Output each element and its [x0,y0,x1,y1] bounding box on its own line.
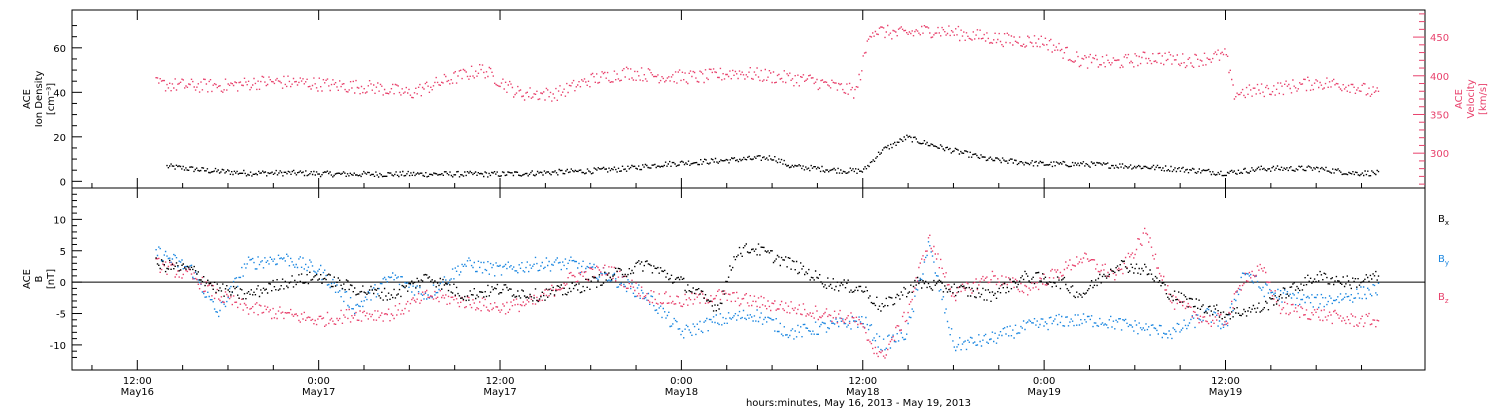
velocity-series [155,24,1380,102]
velocity-axis-label-line: [km/s] [1478,83,1489,115]
b-field-axis-label: ACE B [nT] [22,269,57,289]
x-tick-date: May19 [1209,387,1242,398]
x-tick-date: May17 [483,387,516,398]
by-series-dots [155,241,1380,352]
b-field-axis-label-line: B [34,275,45,282]
density-tick-label: 40 [53,88,66,99]
bx-series-dots [155,243,1380,320]
ion-density-series-dots [166,134,1380,178]
bottom-panel-frame [71,187,1426,371]
b-field-tick-label: 0 [60,278,66,289]
x-tick-time: 0:00 [670,376,692,387]
legend-by: By [1438,254,1449,267]
velocity-axis-label-line: Velocity [1466,79,1477,118]
x-tick-date: May18 [846,387,879,398]
top-panel-frame [71,9,1426,189]
b-field-axis-label-line: [nT] [46,269,57,289]
x-tick-time: 12:00 [486,376,515,387]
x-axis-title: hours:minutes, May 16, 2013 - May 19, 20… [746,398,971,409]
bz-series [155,227,1380,359]
legend-bz: Bz [1438,292,1449,305]
x-tick-time: 0:00 [1033,376,1055,387]
density-axis-label-line: ACE [22,89,33,109]
velocity-series-dots [155,24,1380,102]
density-tick-label: 0 [60,177,66,188]
velocity-tick-label: 350 [1430,110,1449,121]
bz-series-trace [155,232,1377,358]
b-field-axis-label-line: ACE [22,269,33,289]
x-tick-time: 12:00 [1211,376,1240,387]
velocity-tick-label: 400 [1430,72,1449,83]
ion-density-series-trace [166,137,1378,174]
b-field-tick-label: -5 [56,310,66,321]
density-tick-label: 20 [53,133,66,144]
velocity-tick-label: 300 [1430,149,1449,160]
legend-bx: Bx [1438,214,1449,227]
bz-series-dots [155,227,1380,359]
density-axis-label: ACE Ion Density [cm⁻³] [22,71,57,128]
by-series [155,241,1380,352]
x-tick-date: May19 [1027,387,1060,398]
velocity-axis-label: ACE Velocity [km/s] [1454,79,1489,118]
x-tick-time: 12:00 [123,376,152,387]
velocity-series-trace [155,29,1377,94]
by-series-trace [155,245,1377,345]
x-tick-time: 12:00 [848,376,877,387]
ion-density-series [166,134,1380,178]
b-field-tick-label: 5 [60,247,66,258]
x-tick-date: May18 [665,387,698,398]
velocity-axis-label-line: ACE [1454,89,1465,109]
x-tick-time: 0:00 [307,376,329,387]
b-field-tick-label: -10 [50,341,66,352]
density-axis-label-line: Ion Density [34,71,45,128]
x-tick-date: May16 [121,387,154,398]
b-field-tick-label: 10 [53,215,66,226]
x-tick-date: May17 [302,387,335,398]
density-tick-label: 60 [53,44,66,55]
velocity-tick-label: 450 [1430,33,1449,44]
density-axis-label-line: [cm⁻³] [46,83,57,115]
bx-series [155,243,1380,320]
